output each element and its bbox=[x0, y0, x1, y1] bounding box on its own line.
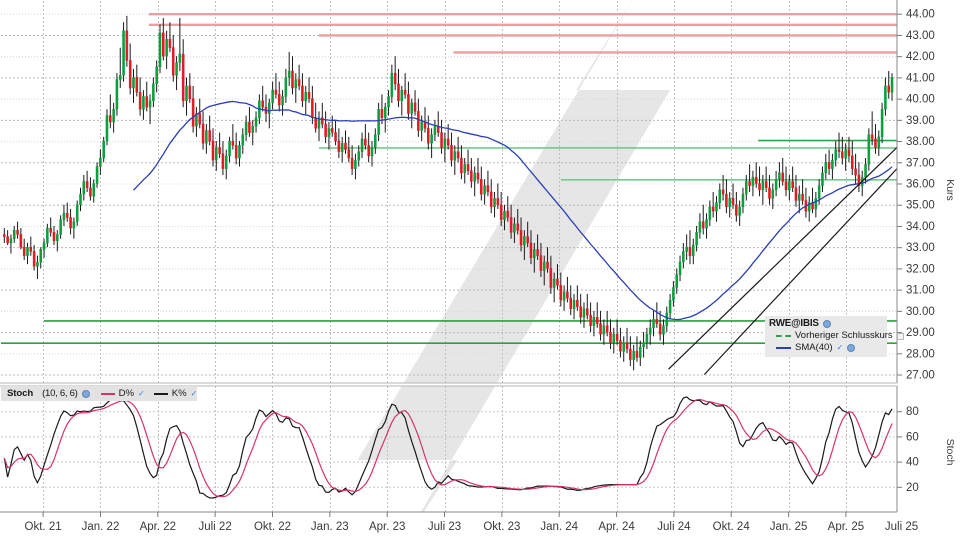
date-tickmarks bbox=[42, 512, 847, 517]
svg-text:40: 40 bbox=[906, 457, 919, 469]
legend-symbol-row[interactable]: RWE@IBIS bbox=[769, 318, 884, 330]
stoch-k-line bbox=[3, 396, 893, 499]
svg-text:41.00: 41.00 bbox=[906, 72, 935, 84]
svg-text:Okt. 22: Okt. 22 bbox=[254, 521, 291, 533]
prev-close-swatch-icon bbox=[776, 335, 791, 337]
svg-text:36.00: 36.00 bbox=[906, 179, 935, 191]
check-icon-k[interactable]: ✓ bbox=[190, 388, 198, 398]
svg-text:Okt. 23: Okt. 23 bbox=[483, 521, 520, 533]
stoch-k-label: K% bbox=[171, 388, 187, 399]
candlestick-series bbox=[3, 15, 894, 371]
check-icon-d[interactable]: ✓ bbox=[138, 388, 145, 398]
watermark-logo bbox=[403, 1, 670, 383]
legend-symbol-label: RWE@IBIS bbox=[769, 317, 819, 329]
svg-text:35.00: 35.00 bbox=[906, 200, 935, 212]
stoch-indicator-header[interactable]: Stoch (10, 6, 6) D% ✓ K% ✓ bbox=[1, 386, 197, 401]
svg-text:37.00: 37.00 bbox=[906, 157, 935, 169]
legend-prevclose-row[interactable]: Vorheriger Schlusskurs bbox=[769, 330, 904, 342]
svg-text:28.00: 28.00 bbox=[906, 348, 935, 360]
svg-text:39.00: 39.00 bbox=[906, 115, 935, 127]
svg-text:Juli 24: Juli 24 bbox=[657, 521, 691, 533]
svg-text:33.00: 33.00 bbox=[906, 242, 935, 254]
svg-text:31.00: 31.00 bbox=[906, 285, 935, 297]
stoch-params-label: (10, 6, 6) bbox=[42, 388, 78, 399]
svg-text:29.00: 29.00 bbox=[906, 327, 935, 339]
stoch-d-label: D% bbox=[118, 388, 135, 399]
stoch-name-label: Stoch bbox=[7, 388, 34, 399]
svg-text:34.00: 34.00 bbox=[906, 221, 935, 233]
svg-text:30.00: 30.00 bbox=[906, 306, 935, 318]
date-axis-ticks: Okt. 21 Jan. 22 Apr. 22 Juli 22 Okt. 22 Jan. … bbox=[25, 521, 919, 533]
svg-text:Juli 25: Juli 25 bbox=[885, 521, 918, 533]
legend-sma-label: SMA(40) bbox=[795, 341, 833, 353]
svg-text:60: 60 bbox=[906, 431, 919, 443]
svg-text:Okt. 24: Okt. 24 bbox=[713, 521, 751, 533]
stoch-k-swatch-icon bbox=[153, 392, 168, 395]
svg-text:Jan. 24: Jan. 24 bbox=[540, 521, 578, 533]
svg-text:Okt. 21: Okt. 21 bbox=[25, 521, 62, 533]
globe-icon-sma[interactable] bbox=[847, 344, 856, 352]
legend-prevclose-label: Vorheriger Schlusskurs bbox=[795, 329, 893, 341]
svg-text:80: 80 bbox=[906, 406, 919, 418]
price-axis-ticks: 27.00 28.00 29.00 30.00 31.00 32.00 33.00 34.00… bbox=[897, 9, 935, 382]
price-legend-box[interactable]: RWE@IBIS Vorheriger Schlusskurs SMA(40) … bbox=[765, 316, 904, 357]
svg-text:Apr. 22: Apr. 22 bbox=[140, 521, 176, 533]
svg-text:43.00: 43.00 bbox=[906, 30, 935, 42]
price-axis-title: Kurs bbox=[944, 179, 956, 201]
check-icon[interactable]: ✓ bbox=[836, 343, 844, 352]
svg-text:Jan. 25: Jan. 25 bbox=[770, 521, 808, 533]
svg-text:Jan. 23: Jan. 23 bbox=[311, 521, 349, 533]
svg-text:42.00: 42.00 bbox=[906, 51, 935, 63]
svg-text:38.00: 38.00 bbox=[906, 136, 935, 148]
watermark-logo-lower bbox=[357, 386, 496, 512]
svg-text:32.00: 32.00 bbox=[906, 263, 935, 275]
svg-text:20: 20 bbox=[906, 482, 919, 494]
svg-text:Apr. 25: Apr. 25 bbox=[828, 521, 864, 533]
globe-icon-stoch[interactable] bbox=[81, 389, 90, 398]
trendlines bbox=[668, 147, 897, 375]
svg-text:40.00: 40.00 bbox=[906, 94, 935, 106]
svg-text:44.00: 44.00 bbox=[906, 9, 935, 21]
sma-swatch-icon bbox=[776, 347, 791, 349]
svg-text:Jan. 22: Jan. 22 bbox=[82, 521, 120, 533]
svg-text:Juli 23: Juli 23 bbox=[428, 521, 461, 533]
stoch-d-swatch-icon bbox=[100, 392, 115, 395]
stoch-axis-title: Stoch bbox=[944, 439, 956, 466]
svg-text:Apr. 24: Apr. 24 bbox=[598, 521, 635, 533]
svg-text:Apr. 23: Apr. 23 bbox=[369, 521, 405, 533]
sma-40-line bbox=[133, 100, 893, 321]
svg-text:27.00: 27.00 bbox=[906, 370, 935, 382]
resistance-lines bbox=[148, 13, 897, 54]
stoch-d-line bbox=[3, 398, 893, 498]
svg-text:Juli 22: Juli 22 bbox=[198, 521, 231, 533]
globe-icon[interactable] bbox=[822, 320, 831, 328]
checkbox-icon[interactable] bbox=[896, 332, 904, 340]
stoch-axis-ticks: 20 40 60 80 bbox=[897, 406, 919, 494]
legend-sma-row[interactable]: SMA(40) ✓ bbox=[769, 342, 884, 354]
